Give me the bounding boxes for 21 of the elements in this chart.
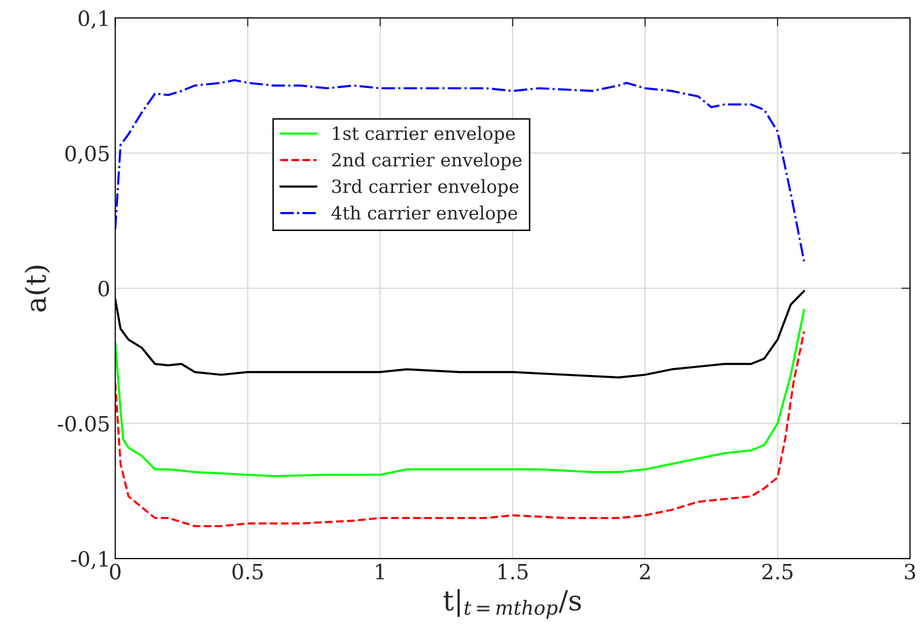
legend-label: 1st carrier envelope	[333, 126, 515, 144]
x-tick-label: 0.5	[232, 564, 263, 580]
x-tick-label: 3	[904, 564, 916, 580]
line-series	[115, 330, 806, 528]
x-tick-label: 1	[376, 564, 384, 580]
x-axis-title: t|$_{t=mthop}$/s	[444, 589, 581, 619]
y-axis-title: a(t)	[24, 266, 50, 312]
legend-label: 3rd carrier envelope	[332, 179, 518, 197]
y-tick-label: 0	[98, 280, 110, 296]
x-tick-label: 2.5	[762, 564, 793, 580]
y-tick-label: 0,05	[65, 146, 109, 164]
y-tick-label: -0,1	[71, 550, 108, 570]
x-tick-label: 2	[640, 564, 650, 580]
line-series	[115, 308, 806, 478]
legend-label: 2nd carrier envelope	[332, 152, 522, 170]
legend-label: 4th carrier envelope	[331, 206, 518, 224]
x-tick-label: 1.5	[498, 564, 528, 580]
line-series	[115, 79, 806, 262]
x-tick-label: 0	[110, 564, 120, 580]
y-tick-label: -0.05	[58, 416, 109, 432]
y-tick-label: 0,1	[78, 10, 108, 29]
